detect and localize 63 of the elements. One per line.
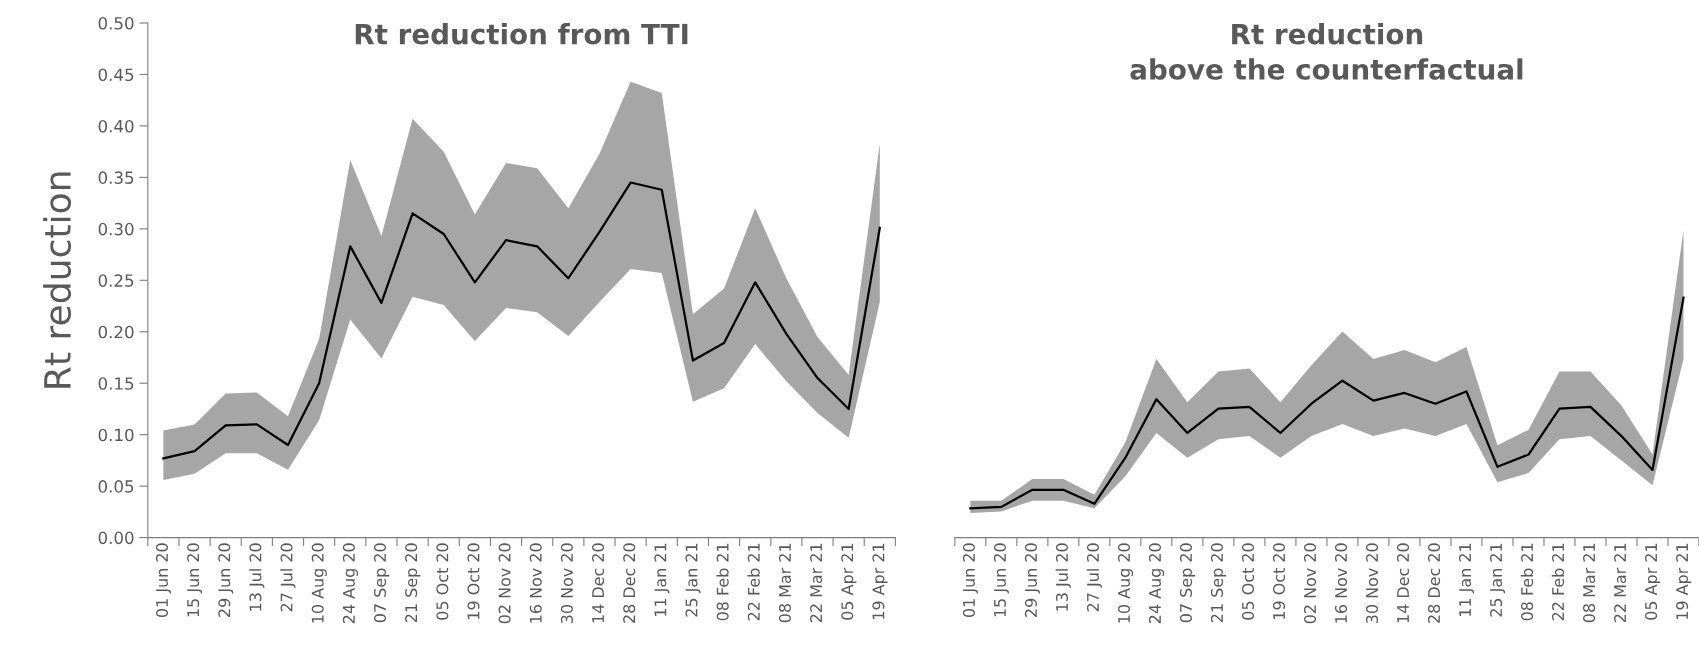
x-tick-label: 10 Aug 20 <box>311 543 327 623</box>
x-tick-label: 28 Dec 20 <box>623 543 636 623</box>
x-tick-label: 21 Sep 20 <box>1210 543 1227 623</box>
x-tick-label: 19 Apr 21 <box>1676 543 1692 619</box>
x-tick-label: 01 Jun 20 <box>962 543 978 618</box>
x-tick-label: 14 Dec 20 <box>1396 543 1410 623</box>
y-tick-label: 0.40 <box>98 119 134 133</box>
x-tick-label: 22 Feb 21 <box>747 543 760 621</box>
x-tick-label: 02 Nov 20 <box>1303 543 1317 624</box>
y-tick-label: 0.20 <box>98 325 134 339</box>
x-tick-label: 07 Sep 20 <box>1179 543 1196 623</box>
y-tick-label: 0.05 <box>98 480 134 493</box>
x-tick-label: 02 Nov 20 <box>498 543 511 624</box>
x-tick-label: 25 Jan 21 <box>1490 543 1506 617</box>
x-tick-label: 19 Oct 20 <box>1272 543 1286 619</box>
chart-title: Rt reduction above the counterfactual <box>1130 23 1523 80</box>
x-tick-label: 11 Jan 21 <box>1459 543 1475 616</box>
x-tick-label: 08 Mar 21 <box>1583 543 1596 623</box>
y-tick-label: 0.50 <box>98 16 134 30</box>
x-tick-label: 10 Aug 20 <box>1117 543 1134 623</box>
x-tick-label: 19 Oct 20 <box>467 543 480 619</box>
x-tick-label: 30 Nov 20 <box>560 543 573 624</box>
y-tick-label: 0.15 <box>98 377 134 390</box>
x-tick-label: 05 Apr 21 <box>841 543 857 620</box>
y-tick-label: 0.45 <box>98 68 134 82</box>
x-tick-label: 22 Feb 21 <box>1551 543 1565 621</box>
x-tick-label: 30 Nov 20 <box>1365 543 1379 624</box>
x-tick-label: 15 Jun 20 <box>187 543 203 617</box>
y-axis-title: Rt reduction <box>43 172 72 388</box>
x-tick-label: 15 Jun 20 <box>993 543 1009 617</box>
x-tick-label: 08 Feb 21 <box>716 543 729 621</box>
x-tick-label: 16 Nov 20 <box>1334 543 1348 623</box>
y-tick-label: 0.30 <box>98 222 134 236</box>
x-tick-label: 25 Jan 21 <box>685 543 701 617</box>
chart-title: Rt reduction from TTI <box>355 23 688 45</box>
x-tick-label: 01 Jun 20 <box>155 543 171 618</box>
y-tick-label: 0.10 <box>98 428 134 442</box>
x-tick-label: 08 Feb 21 <box>1520 543 1534 621</box>
y-tick-label: 0.25 <box>98 274 134 287</box>
y-tick-label: 0.00 <box>98 531 134 545</box>
x-tick-label: 24 Aug 20 <box>342 543 359 624</box>
x-tick-label: 29 Jun 20 <box>218 543 234 617</box>
x-tick-label: 14 Dec 20 <box>592 543 605 623</box>
x-tick-label: 22 Mar 21 <box>810 543 823 623</box>
x-tick-label: 21 Sep 20 <box>405 543 421 623</box>
x-tick-label: 05 Oct 20 <box>436 543 449 620</box>
x-tick-label: 13 Jul 20 <box>1055 543 1071 611</box>
x-tick-label: 27 Jul 20 <box>280 543 296 612</box>
x-tick-label: 13 Jul 20 <box>249 543 265 611</box>
x-tick-label: 19 Apr 21 <box>872 543 888 619</box>
x-tick-label: 27 Jul 20 <box>1086 543 1102 612</box>
x-tick-label: 24 Aug 20 <box>1148 543 1165 624</box>
x-tick-label: 05 Oct 20 <box>1241 543 1255 620</box>
x-tick-label: 29 Jun 20 <box>1024 543 1040 617</box>
x-tick-label: 22 Mar 21 <box>1614 543 1627 623</box>
x-tick-label: 05 Apr 21 <box>1645 543 1661 620</box>
line-series <box>162 181 881 460</box>
x-tick-label: 08 Mar 21 <box>778 543 791 623</box>
y-tick-label: 0.35 <box>98 171 134 184</box>
x-tick-label: 16 Nov 20 <box>529 543 542 623</box>
x-tick-label: 07 Sep 20 <box>373 543 390 623</box>
x-tick-label: 28 Dec 20 <box>1428 543 1441 623</box>
x-tick-label: 11 Jan 21 <box>654 543 670 616</box>
